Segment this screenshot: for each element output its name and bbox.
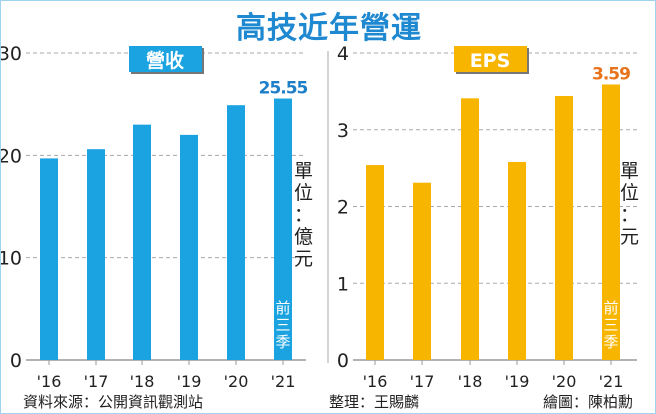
eps-bar-note-char: 前 — [603, 299, 618, 317]
revenue-badge — [129, 46, 202, 72]
revenue-unit-char: 元 — [294, 248, 313, 270]
revenue-x-tick-label: '19 — [177, 372, 202, 391]
editor-credit: 整理：王賜麟 — [329, 393, 419, 411]
revenue-bar — [87, 149, 105, 360]
eps-bar — [508, 161, 526, 360]
chart-title: 高技近年營運 — [236, 11, 422, 46]
eps-bar — [413, 182, 431, 360]
eps-x-tick-label: '20 — [552, 372, 577, 391]
revenue-x-tick-label: '20 — [224, 372, 249, 391]
eps-x-tick-label: '19 — [505, 372, 530, 391]
eps-series-title: EPS — [470, 50, 511, 72]
revenue-unit-char: 億 — [294, 226, 313, 248]
artist-credit: 繪圖：陳柏勳 — [543, 393, 633, 411]
eps-badge — [454, 46, 527, 72]
revenue-data-label: 25.55 — [259, 79, 308, 99]
eps-y-tick-label: 4 — [337, 43, 349, 65]
revenue-unit-char: 單 — [294, 160, 313, 182]
eps-x-tick-label: '17 — [410, 372, 435, 391]
revenue-bar — [40, 158, 58, 360]
revenue-y-tick-label: 30 — [1, 43, 22, 65]
revenue-y-tick-label: 20 — [1, 145, 22, 167]
eps-x-tick-label: '18 — [458, 372, 483, 391]
eps-y-tick-label: 3 — [337, 120, 349, 142]
eps-x-tick-label: '16 — [363, 372, 388, 391]
eps-unit-char: ： — [620, 204, 639, 226]
revenue-bar — [274, 98, 292, 360]
eps-y-tick-label: 2 — [337, 197, 349, 219]
eps-unit-char: 單 — [620, 160, 639, 182]
eps-y-tick-label: 0 — [337, 350, 349, 372]
source-note: 資料來源：公開資訊觀測站 — [23, 393, 203, 411]
revenue-bar — [133, 124, 151, 360]
eps-x-tick-label: '21 — [599, 372, 624, 391]
revenue-x-tick-label: '17 — [84, 372, 109, 391]
eps-unit-char: 元 — [620, 226, 639, 248]
eps-bar — [461, 98, 479, 360]
revenue-unit-char: ： — [294, 204, 313, 226]
eps-bar — [366, 165, 384, 360]
revenue-unit-char: 位 — [294, 182, 313, 204]
revenue-y-tick-label: 0 — [10, 350, 22, 372]
eps-y-tick-label: 1 — [337, 273, 349, 295]
revenue-x-tick-label: '21 — [271, 372, 296, 391]
eps-data-label: 3.59 — [592, 64, 630, 84]
eps-bar — [602, 84, 620, 360]
revenue-y-tick-label: 10 — [1, 248, 22, 270]
revenue-bar-note-char: 季 — [275, 333, 290, 351]
eps-unit-char: 位 — [620, 182, 639, 204]
eps-bar-note-char: 季 — [603, 333, 618, 351]
revenue-x-tick-label: '18 — [130, 372, 155, 391]
revenue-bar-note-char: 三 — [275, 316, 290, 334]
revenue-bar-note-char: 前 — [275, 299, 290, 317]
eps-bar-note-char: 三 — [603, 316, 618, 334]
eps-bar — [555, 95, 573, 360]
revenue-x-tick-label: '16 — [37, 372, 62, 391]
revenue-bar — [180, 134, 198, 360]
revenue-series-title: 營收 — [146, 49, 184, 72]
revenue-bar — [227, 105, 245, 360]
